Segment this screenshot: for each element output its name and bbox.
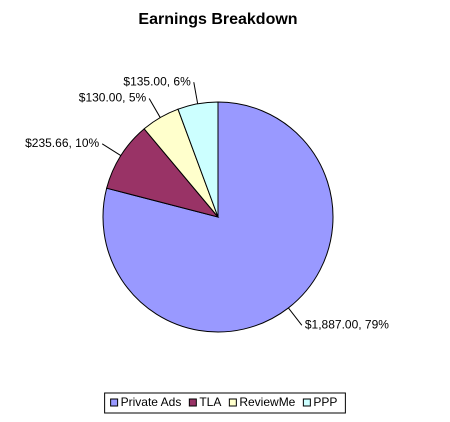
legend-swatch [228, 398, 237, 407]
legend-label: Private Ads [121, 395, 182, 409]
leader-line [101, 143, 122, 157]
leader-line [193, 82, 199, 104]
legend-box [104, 392, 346, 414]
data-label: $130.00, 5% [79, 91, 147, 105]
chart-title: Earnings Breakdown [138, 11, 297, 28]
leader-line [148, 98, 161, 118]
data-label: $235.66, 10% [25, 136, 99, 150]
legend-label: TLA [199, 395, 221, 409]
legend-label: PPP [313, 395, 337, 409]
leader-line [287, 307, 303, 326]
legend-swatch [188, 398, 197, 407]
legend: Private Ads TLA ReviewMe PPP [104, 392, 346, 414]
data-label: $135.00, 6% [123, 74, 191, 88]
legend-label: ReviewMe [239, 395, 295, 409]
legend-swatch [302, 398, 311, 407]
data-label: $1,887.00, 79% [305, 318, 389, 332]
legend-swatch [110, 398, 119, 407]
pie-slice [177, 101, 219, 218]
